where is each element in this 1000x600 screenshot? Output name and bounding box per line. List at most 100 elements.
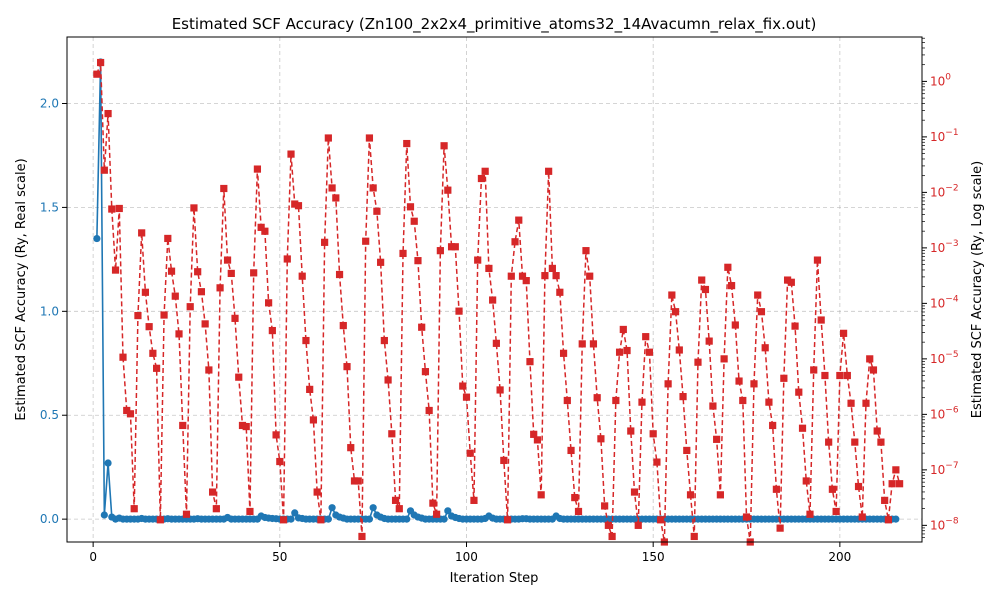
data-point-log <box>780 374 788 382</box>
data-point-log <box>220 184 228 193</box>
data-point-log <box>350 477 359 485</box>
data-point-log <box>892 466 900 474</box>
data-point-log <box>783 276 792 284</box>
data-point-log <box>328 184 336 192</box>
data-point-log <box>791 322 799 330</box>
data-point-log <box>126 410 135 418</box>
data-point-real <box>328 504 336 512</box>
data-point-log <box>391 496 400 504</box>
data-point-log <box>847 399 855 407</box>
data-point-log <box>268 326 276 335</box>
data-point-log <box>145 323 153 331</box>
grid-lines <box>67 37 922 542</box>
data-point-log <box>843 371 851 380</box>
x-tick-label: 50 <box>272 550 287 564</box>
data-point-log <box>175 330 183 338</box>
data-point-real <box>93 234 101 243</box>
data-point-log <box>615 348 624 356</box>
data-point-log <box>403 139 411 148</box>
data-point-log <box>679 393 687 401</box>
data-point-log <box>160 311 168 319</box>
data-point-log <box>515 216 523 224</box>
data-point-log <box>119 353 127 361</box>
data-point-log <box>384 376 392 384</box>
data-point-real <box>369 504 377 512</box>
data-point-log <box>182 510 191 518</box>
series-log-line <box>96 62 901 543</box>
data-point-log <box>825 438 833 446</box>
y-left-tick-label: 1.0 <box>40 304 59 318</box>
data-point-log <box>735 377 743 385</box>
data-point-log <box>630 488 639 496</box>
data-point-log <box>545 167 553 175</box>
data-point-log <box>279 516 288 524</box>
y-right-tick-label: 10−4 <box>930 294 959 310</box>
y-right-tick-label: 10−6 <box>930 405 959 421</box>
data-point-log <box>186 303 194 311</box>
data-point-log <box>343 363 351 371</box>
data-point-log <box>287 150 295 158</box>
data-point-log <box>335 270 344 279</box>
data-point-real <box>287 515 295 523</box>
data-point-log <box>171 292 179 300</box>
data-point-log <box>466 449 474 457</box>
data-point-log <box>130 505 138 513</box>
y-right-tick-label: 10−3 <box>930 239 959 255</box>
data-point-real <box>444 507 452 515</box>
data-point-log <box>623 346 631 355</box>
data-point-log <box>332 194 340 202</box>
data-point-log <box>138 229 146 237</box>
y-axis-left: 0.0 0.5 1.0 1.5 2.0 <box>40 97 67 526</box>
data-point-log <box>418 323 426 331</box>
data-point-log <box>604 521 612 529</box>
data-point-log <box>272 431 280 439</box>
data-point-log <box>257 223 265 231</box>
data-point-log <box>492 339 500 347</box>
data-point-log <box>108 205 116 213</box>
data-point-log <box>235 373 243 381</box>
data-point-log <box>862 399 870 407</box>
data-point-log <box>373 207 381 215</box>
series-log-scale <box>93 58 904 546</box>
data-point-log <box>787 278 795 286</box>
data-point-log <box>167 267 176 275</box>
data-point-log <box>507 272 515 280</box>
data-point-log <box>436 247 444 255</box>
data-point-log <box>765 398 773 406</box>
data-point-log <box>242 422 250 431</box>
data-point-log <box>802 477 810 485</box>
data-point-log <box>798 424 807 432</box>
data-point-log <box>836 371 844 380</box>
data-point-log <box>503 516 512 524</box>
data-point-log <box>705 337 713 345</box>
data-point-log <box>828 485 836 493</box>
data-point-log <box>769 421 777 430</box>
data-point-log <box>104 109 112 118</box>
data-point-log <box>216 284 224 292</box>
data-point-log <box>881 496 889 504</box>
data-point-log <box>586 272 594 280</box>
data-point-real <box>324 515 332 523</box>
data-point-log <box>754 291 762 299</box>
data-point-log <box>261 227 269 235</box>
data-point-log <box>683 446 691 455</box>
data-point-log <box>309 416 318 424</box>
data-point-log <box>433 510 441 518</box>
data-point-real <box>104 459 112 467</box>
data-point-log <box>713 435 721 443</box>
x-tick-label: 200 <box>828 550 851 564</box>
data-point-log <box>675 346 683 354</box>
data-point-log <box>421 368 430 376</box>
data-point-log <box>231 314 239 322</box>
y-right-tick-label: 10−5 <box>930 350 959 366</box>
data-point-log <box>496 386 504 394</box>
data-point-log <box>485 264 493 273</box>
data-point-log <box>567 446 575 455</box>
data-point-log <box>306 385 314 393</box>
data-point-log <box>556 288 564 296</box>
data-point-log <box>223 256 232 264</box>
x-tick-label: 100 <box>455 550 478 564</box>
data-point-log <box>888 480 896 488</box>
data-point-log <box>739 396 747 405</box>
data-point-log <box>410 217 418 225</box>
